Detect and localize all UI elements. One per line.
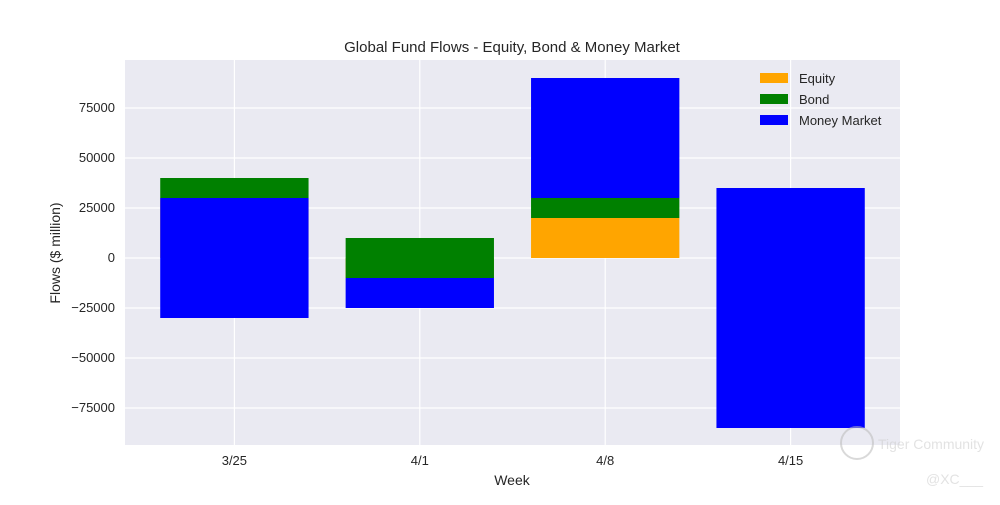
x-tick-label: 4/1 [411, 453, 429, 468]
bar-money-market [531, 78, 679, 198]
watermark-brand: Tiger Community [878, 436, 984, 452]
bar-bond [160, 178, 308, 198]
y-tick-label: 50000 [79, 150, 115, 165]
bar-money-market [160, 198, 308, 318]
y-tick-label: 75000 [79, 100, 115, 115]
legend-label: Bond [799, 92, 829, 107]
chart-title: Global Fund Flows - Equity, Bond & Money… [344, 39, 681, 56]
bar-bond [531, 198, 679, 218]
x-tick-label: 4/8 [596, 453, 614, 468]
legend-swatch [760, 94, 788, 104]
y-tick-label: −75000 [71, 400, 115, 415]
bar-money-market [346, 278, 494, 308]
legend-label: Money Market [799, 113, 882, 128]
bar-bond [346, 238, 494, 278]
bar-equity [531, 218, 679, 258]
y-tick-label: 25000 [79, 200, 115, 215]
y-tick-label: 0 [108, 250, 115, 265]
x-tick-label: 4/15 [778, 453, 803, 468]
y-axis-label: Flows ($ million) [47, 202, 63, 303]
watermark-handle: @XC___ [926, 471, 983, 487]
y-tick-label: −25000 [71, 300, 115, 315]
legend-label: Equity [799, 71, 836, 86]
x-axis-label: Week [494, 472, 531, 488]
y-tick-label: −50000 [71, 350, 115, 365]
legend-swatch [760, 73, 788, 83]
legend-swatch [760, 115, 788, 125]
x-tick-label: 3/25 [222, 453, 247, 468]
bar-money-market [716, 188, 864, 428]
